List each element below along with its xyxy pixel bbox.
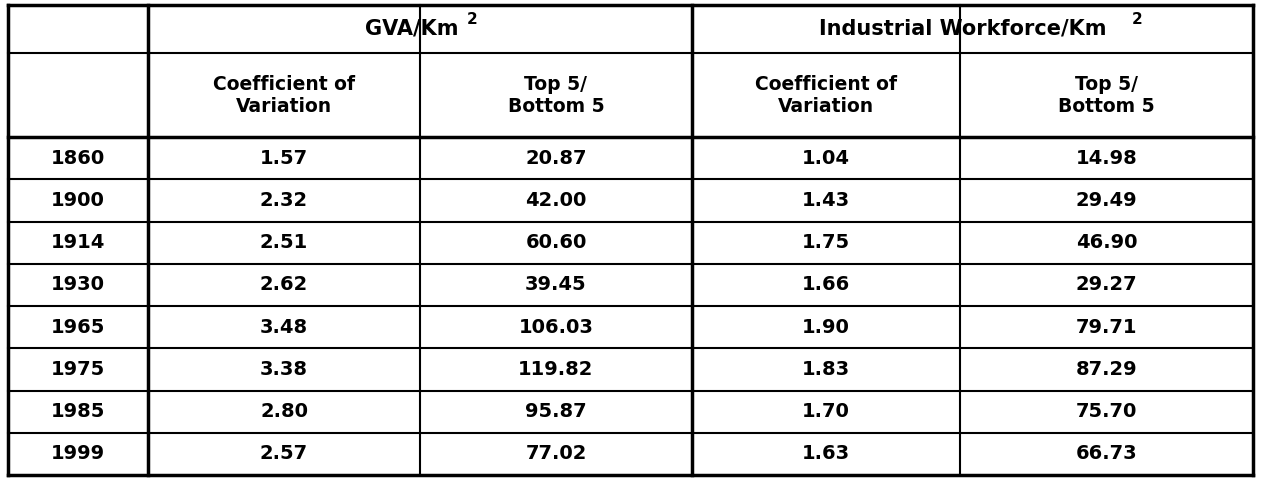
Text: 2.57: 2.57 (260, 444, 308, 463)
Text: 1.70: 1.70 (802, 402, 850, 421)
Text: 29.49: 29.49 (1076, 191, 1137, 210)
Text: 39.45: 39.45 (525, 276, 586, 294)
Text: 1.57: 1.57 (260, 149, 308, 168)
Text: 2.51: 2.51 (260, 233, 308, 252)
Text: 1.75: 1.75 (802, 233, 850, 252)
Text: 1914: 1914 (50, 233, 105, 252)
Text: 2: 2 (1132, 12, 1142, 26)
Text: 66.73: 66.73 (1076, 444, 1137, 463)
Text: GVA/Km: GVA/Km (366, 19, 459, 39)
Text: 1999: 1999 (50, 444, 105, 463)
Text: 20.87: 20.87 (526, 149, 586, 168)
Text: 75.70: 75.70 (1076, 402, 1137, 421)
Text: 29.27: 29.27 (1076, 276, 1137, 294)
Text: 2.62: 2.62 (260, 276, 308, 294)
Text: 1.83: 1.83 (802, 360, 850, 379)
Text: 3.38: 3.38 (260, 360, 308, 379)
Text: 42.00: 42.00 (526, 191, 586, 210)
Text: 1985: 1985 (50, 402, 105, 421)
Text: Industrial Workforce/Km: Industrial Workforce/Km (818, 19, 1106, 39)
Text: Coefficient of
Variation: Coefficient of Variation (213, 74, 356, 116)
Text: 1965: 1965 (50, 318, 105, 336)
Text: 79.71: 79.71 (1076, 318, 1137, 336)
Text: 2: 2 (467, 12, 478, 26)
Text: 1860: 1860 (50, 149, 105, 168)
Text: 87.29: 87.29 (1076, 360, 1137, 379)
Text: 2.32: 2.32 (260, 191, 308, 210)
Text: 1.43: 1.43 (802, 191, 850, 210)
Text: 1.04: 1.04 (802, 149, 850, 168)
Text: Coefficient of
Variation: Coefficient of Variation (755, 74, 897, 116)
Text: 1.90: 1.90 (802, 318, 850, 336)
Text: 1930: 1930 (50, 276, 105, 294)
Text: 106.03: 106.03 (518, 318, 594, 336)
Text: 119.82: 119.82 (518, 360, 594, 379)
Text: 1.63: 1.63 (802, 444, 850, 463)
Text: 77.02: 77.02 (526, 444, 586, 463)
Text: 46.90: 46.90 (1076, 233, 1137, 252)
Text: 1975: 1975 (50, 360, 105, 379)
Text: 3.48: 3.48 (260, 318, 308, 336)
Text: 1900: 1900 (50, 191, 105, 210)
Text: 1.66: 1.66 (802, 276, 850, 294)
Text: Top 5/
Bottom 5: Top 5/ Bottom 5 (1058, 74, 1155, 116)
Text: 14.98: 14.98 (1076, 149, 1137, 168)
Text: 60.60: 60.60 (526, 233, 586, 252)
Text: 2.80: 2.80 (260, 402, 308, 421)
Text: 95.87: 95.87 (525, 402, 586, 421)
Text: Top 5/
Bottom 5: Top 5/ Bottom 5 (508, 74, 604, 116)
